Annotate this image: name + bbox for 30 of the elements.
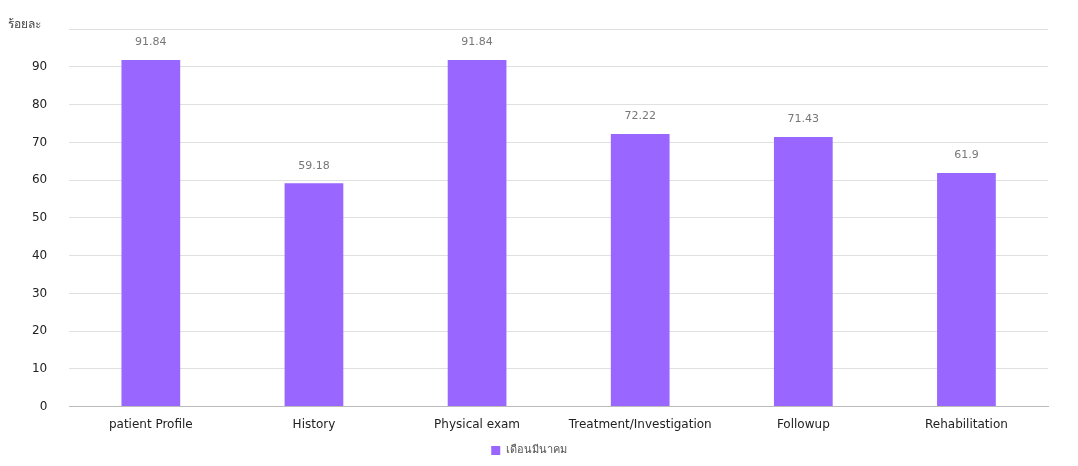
- x-tick-label: History: [292, 416, 336, 431]
- y-tick-label: 30: [31, 285, 48, 300]
- x-tick-label: Followup: [776, 416, 830, 431]
- data-label: 59.18: [298, 158, 330, 172]
- y-tick-label: 80: [31, 96, 48, 111]
- data-label: 71.43: [787, 112, 820, 126]
- x-tick-label: patient Profile: [108, 416, 193, 431]
- bar: [447, 60, 507, 407]
- bar: [937, 172, 996, 407]
- bar: [773, 137, 833, 407]
- bar: [284, 183, 344, 407]
- y-tick-label: 70: [31, 134, 48, 149]
- y-tick-label: 10: [31, 360, 48, 375]
- bar: [610, 134, 670, 407]
- x-tick-label: Physical exam: [434, 416, 521, 431]
- x-tick-label: Rehabilitation: [925, 416, 1008, 431]
- y-tick-label: 90: [31, 59, 48, 74]
- y-tick-label: 50: [31, 210, 48, 225]
- data-label: 91.84: [135, 35, 167, 49]
- data-label: 61.9: [954, 148, 979, 162]
- y-tick-label: 20: [31, 323, 48, 338]
- y-tick-label: 0: [39, 398, 48, 413]
- legend-label: เดือนมีนาคม: [505, 443, 567, 457]
- y-tick-label: 60: [31, 172, 48, 187]
- y-tick-label: 40: [31, 247, 48, 262]
- y-axis-title: ร้อยละ: [8, 17, 41, 32]
- data-label: 72.22: [624, 109, 656, 123]
- x-tick-label: Treatment/Investigation: [567, 416, 712, 431]
- data-label: 91.84: [461, 35, 493, 49]
- bar: [121, 60, 181, 407]
